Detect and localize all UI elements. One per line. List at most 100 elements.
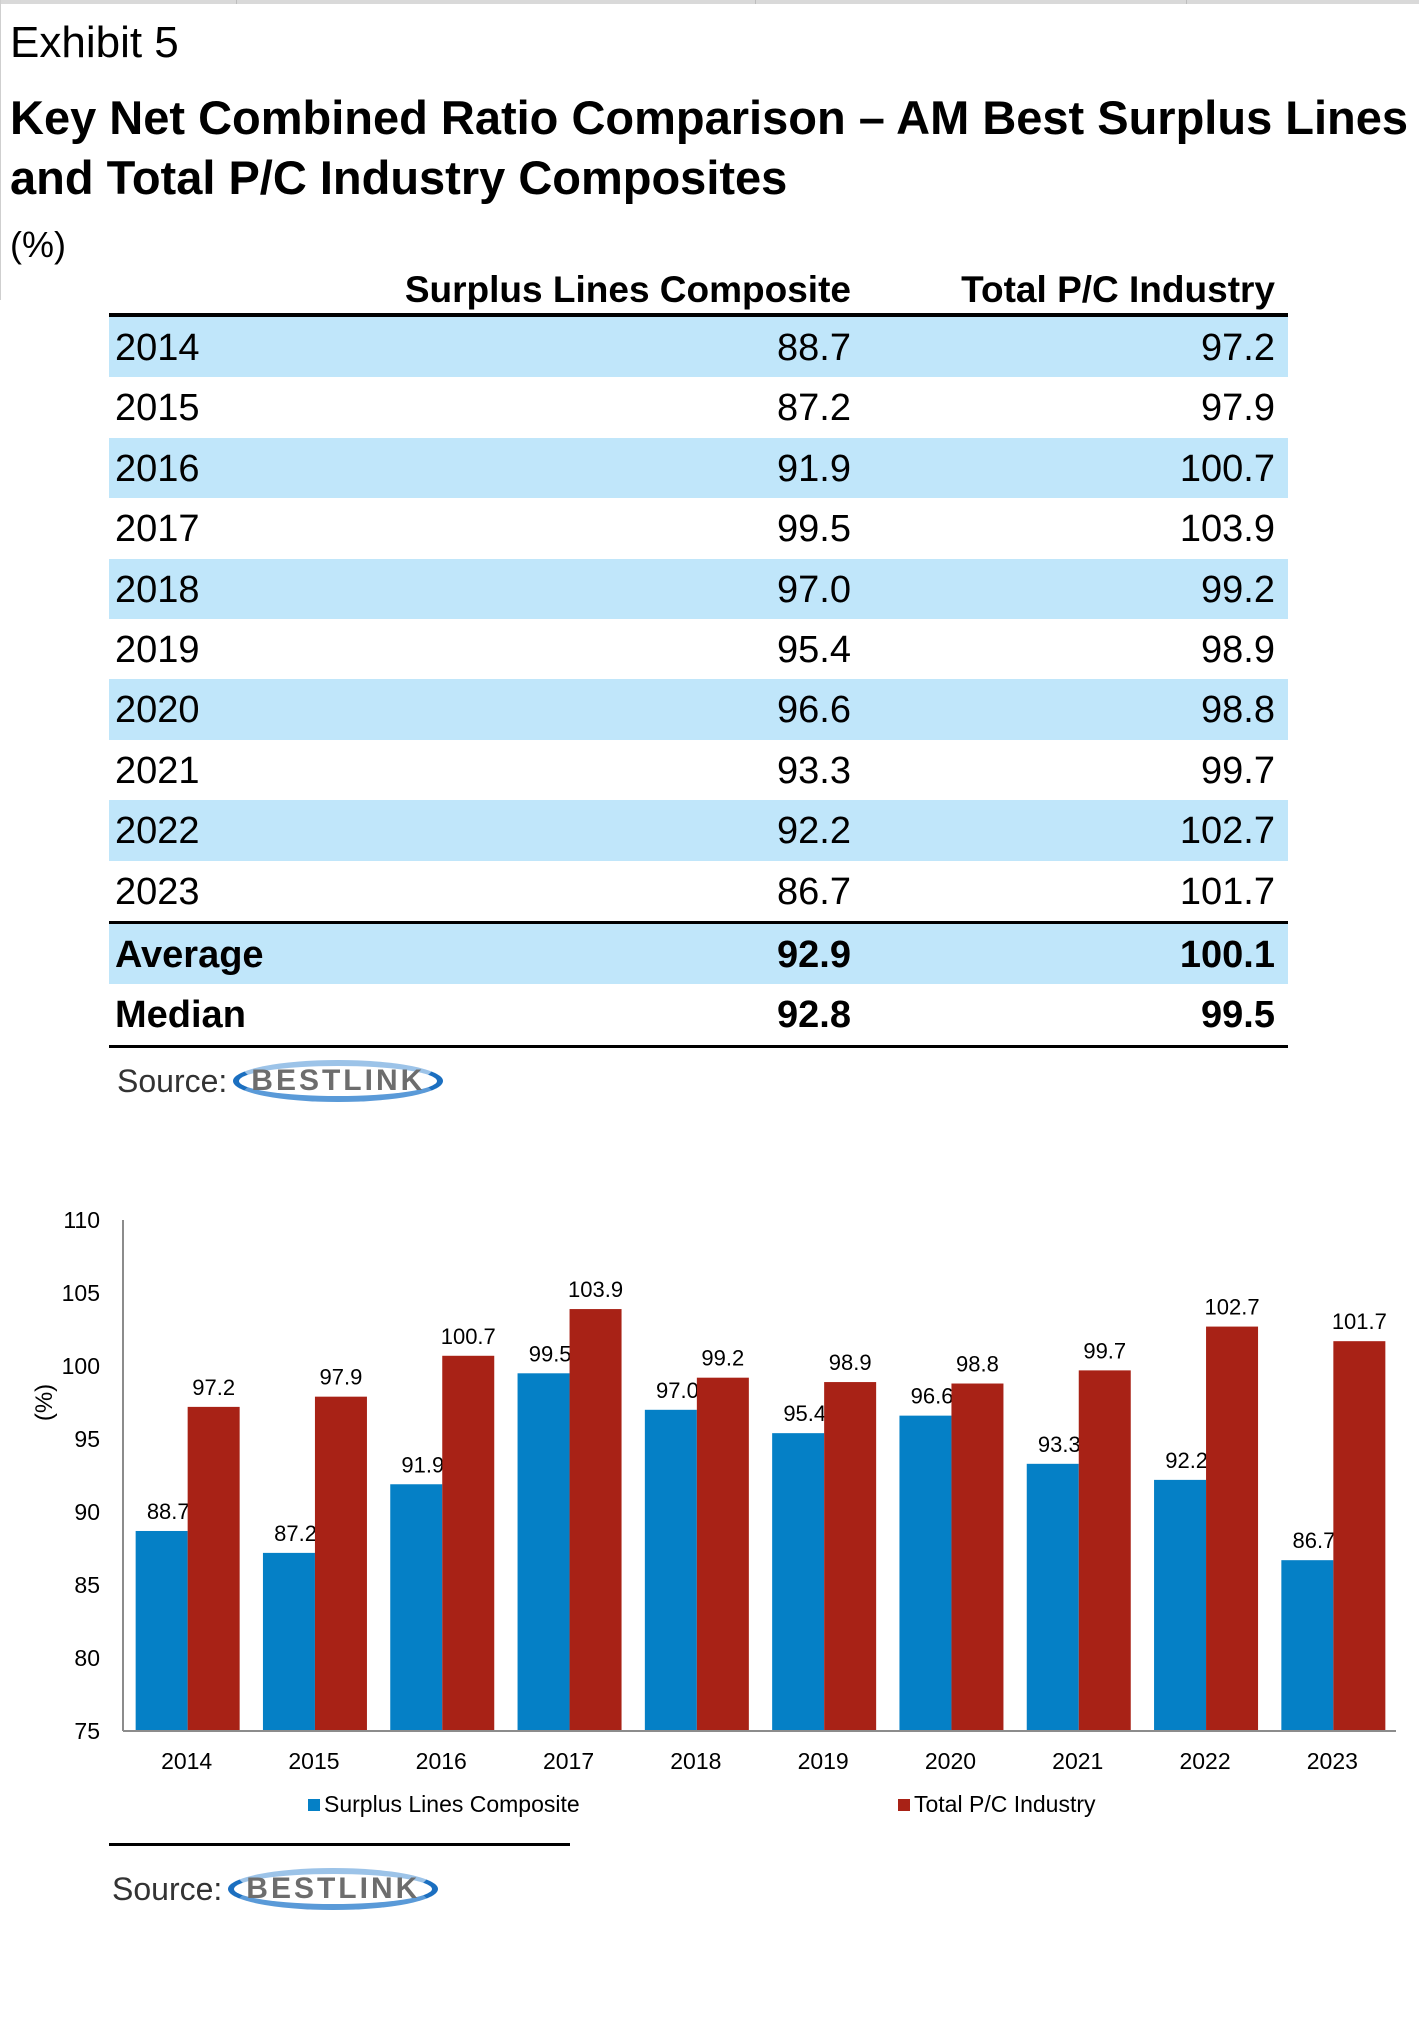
- surplus-summary-value: 92.8: [777, 994, 851, 1037]
- data-label-surplus: 88.7: [147, 1499, 190, 1524]
- total-value: 102.7: [1179, 810, 1275, 853]
- total-value: 99.2: [1201, 568, 1275, 611]
- data-label-total: 103.9: [568, 1277, 623, 1302]
- summary-row: Median 92.8 99.5: [109, 984, 1288, 1048]
- x-tick-label: 2017: [543, 1748, 594, 1774]
- table-row: 2018 97.0 99.2: [109, 558, 1288, 619]
- surplus-value: 91.9: [777, 447, 851, 490]
- total-summary-value: 100.1: [1179, 933, 1275, 976]
- y-tick-label: 100: [62, 1353, 100, 1379]
- bar-chart: 75 80 85 90 95 100 105 110 (%) 88.7 97.2 2014 87.2 97…: [31, 1207, 1396, 1817]
- row-year: 2019: [115, 628, 200, 671]
- table-row: 2015 87.2 97.9: [109, 377, 1288, 437]
- table-row: 2019 95.4 98.9: [109, 619, 1288, 679]
- data-label-total: 99.2: [701, 1346, 744, 1371]
- bar-surplus: [135, 1530, 188, 1731]
- window-top-bar: [0, 0, 1419, 4]
- data-label-surplus: 86.7: [1293, 1528, 1336, 1553]
- y-tick-label: 110: [63, 1207, 100, 1233]
- legend-swatch-surplus: [308, 1799, 320, 1811]
- legend-label-total: Total P/C Industry: [914, 1791, 1096, 1817]
- chart-source: Source: BESTLINK: [112, 1868, 439, 1910]
- data-label-surplus: 87.2: [274, 1521, 317, 1546]
- data-label-surplus: 93.3: [1038, 1432, 1081, 1457]
- table-row: 2020 96.6 98.8: [109, 679, 1288, 740]
- bar-surplus: [644, 1409, 697, 1731]
- table-header: Surplus Lines Composite Total P/C Indust…: [109, 268, 1288, 317]
- total-value: 100.7: [1179, 447, 1275, 490]
- row-year: 2022: [115, 810, 200, 853]
- data-label-total: 101.7: [1332, 1309, 1387, 1334]
- x-tick-label: 2021: [1052, 1748, 1103, 1774]
- surplus-value: 88.7: [777, 327, 851, 369]
- y-tick-label: 85: [74, 1572, 100, 1598]
- bar-total: [1078, 1370, 1131, 1731]
- bar-total: [442, 1355, 495, 1731]
- summary-label: Median: [115, 994, 246, 1037]
- y-tick-label: 80: [74, 1645, 100, 1671]
- column-header-surplus: Surplus Lines Composite: [404, 269, 851, 310]
- data-label-total: 98.8: [956, 1352, 999, 1377]
- bar-total: [1206, 1326, 1259, 1731]
- table-row: 2016 91.9 100.7: [109, 437, 1288, 499]
- y-tick-label: 90: [74, 1499, 100, 1525]
- x-tick-label: 2019: [798, 1748, 849, 1774]
- bar-surplus: [1281, 1560, 1334, 1731]
- column-divider: [1186, 0, 1187, 4]
- y-tick-label: 95: [74, 1426, 100, 1452]
- bar-total: [696, 1377, 749, 1731]
- page-title: Key Net Combined Ratio Comparison – AM B…: [10, 91, 1409, 204]
- table-row: 2023 86.7 101.7: [109, 861, 1288, 921]
- surplus-value: 92.2: [777, 810, 851, 853]
- row-year: 2017: [115, 508, 200, 551]
- row-year: 2018: [115, 568, 200, 611]
- bar-total: [1333, 1341, 1386, 1731]
- table-body: 2014 88.7 97.2 2015 87.2 97.9 2016 91.9 100.7 201…: [109, 317, 1288, 1048]
- data-label-surplus: 99.5: [529, 1341, 572, 1366]
- row-year: 2016: [115, 447, 200, 490]
- x-tick-label: 2023: [1307, 1748, 1358, 1774]
- logo-text: BESTLINK: [251, 1064, 426, 1097]
- data-label-surplus: 91.9: [401, 1452, 444, 1477]
- summary-row: Average 92.9 100.1: [109, 920, 1288, 985]
- data-label-total: 98.9: [829, 1350, 872, 1375]
- data-label-total: 97.2: [192, 1375, 235, 1400]
- row-year: 2015: [115, 387, 200, 430]
- y-tick-label: 105: [62, 1280, 100, 1306]
- bar-total: [187, 1406, 240, 1731]
- column-header-total: Total P/C Industry: [961, 269, 1275, 310]
- table-row: 2017 99.5 103.9: [109, 498, 1288, 558]
- table-row: 2022 92.2 102.7: [109, 800, 1288, 861]
- total-value: 103.9: [1179, 508, 1275, 551]
- bar-surplus: [1026, 1463, 1079, 1731]
- x-tick-label: 2015: [288, 1748, 339, 1774]
- x-tick-label: 2014: [161, 1748, 212, 1774]
- column-divider: [755, 0, 756, 4]
- bestlink-logo: BESTLINK: [233, 1060, 444, 1102]
- surplus-value: 96.6: [777, 689, 851, 732]
- bar-surplus: [1154, 1479, 1207, 1731]
- logo-ring-icon: [233, 1060, 444, 1102]
- ratio-table: Surplus Lines Composite Total P/C Indust…: [109, 268, 1288, 1048]
- total-value: 98.9: [1201, 628, 1275, 671]
- surplus-value: 93.3: [777, 749, 851, 792]
- surplus-value: 95.4: [777, 628, 851, 671]
- legend-label-surplus: Surplus Lines Composite: [324, 1791, 580, 1817]
- bar-surplus: [899, 1415, 952, 1731]
- surplus-value: 97.0: [777, 568, 851, 611]
- unit-label: (%): [10, 224, 66, 265]
- left-border: [0, 0, 1, 300]
- bestlink-logo: BESTLINK: [228, 1868, 439, 1910]
- x-tick-label: 2016: [416, 1748, 467, 1774]
- y-tick-label: 75: [74, 1718, 100, 1744]
- bar-total: [569, 1309, 622, 1731]
- row-year: 2021: [115, 749, 200, 792]
- data-label-total: 97.9: [320, 1365, 363, 1390]
- data-label-total: 99.7: [1083, 1338, 1126, 1363]
- surplus-value: 87.2: [777, 387, 851, 430]
- exhibit-label: Exhibit 5: [10, 18, 179, 67]
- summary-label: Average: [115, 933, 264, 976]
- surplus-summary-value: 92.9: [777, 933, 851, 976]
- row-year: 2014: [115, 327, 200, 369]
- column-divider: [236, 0, 237, 4]
